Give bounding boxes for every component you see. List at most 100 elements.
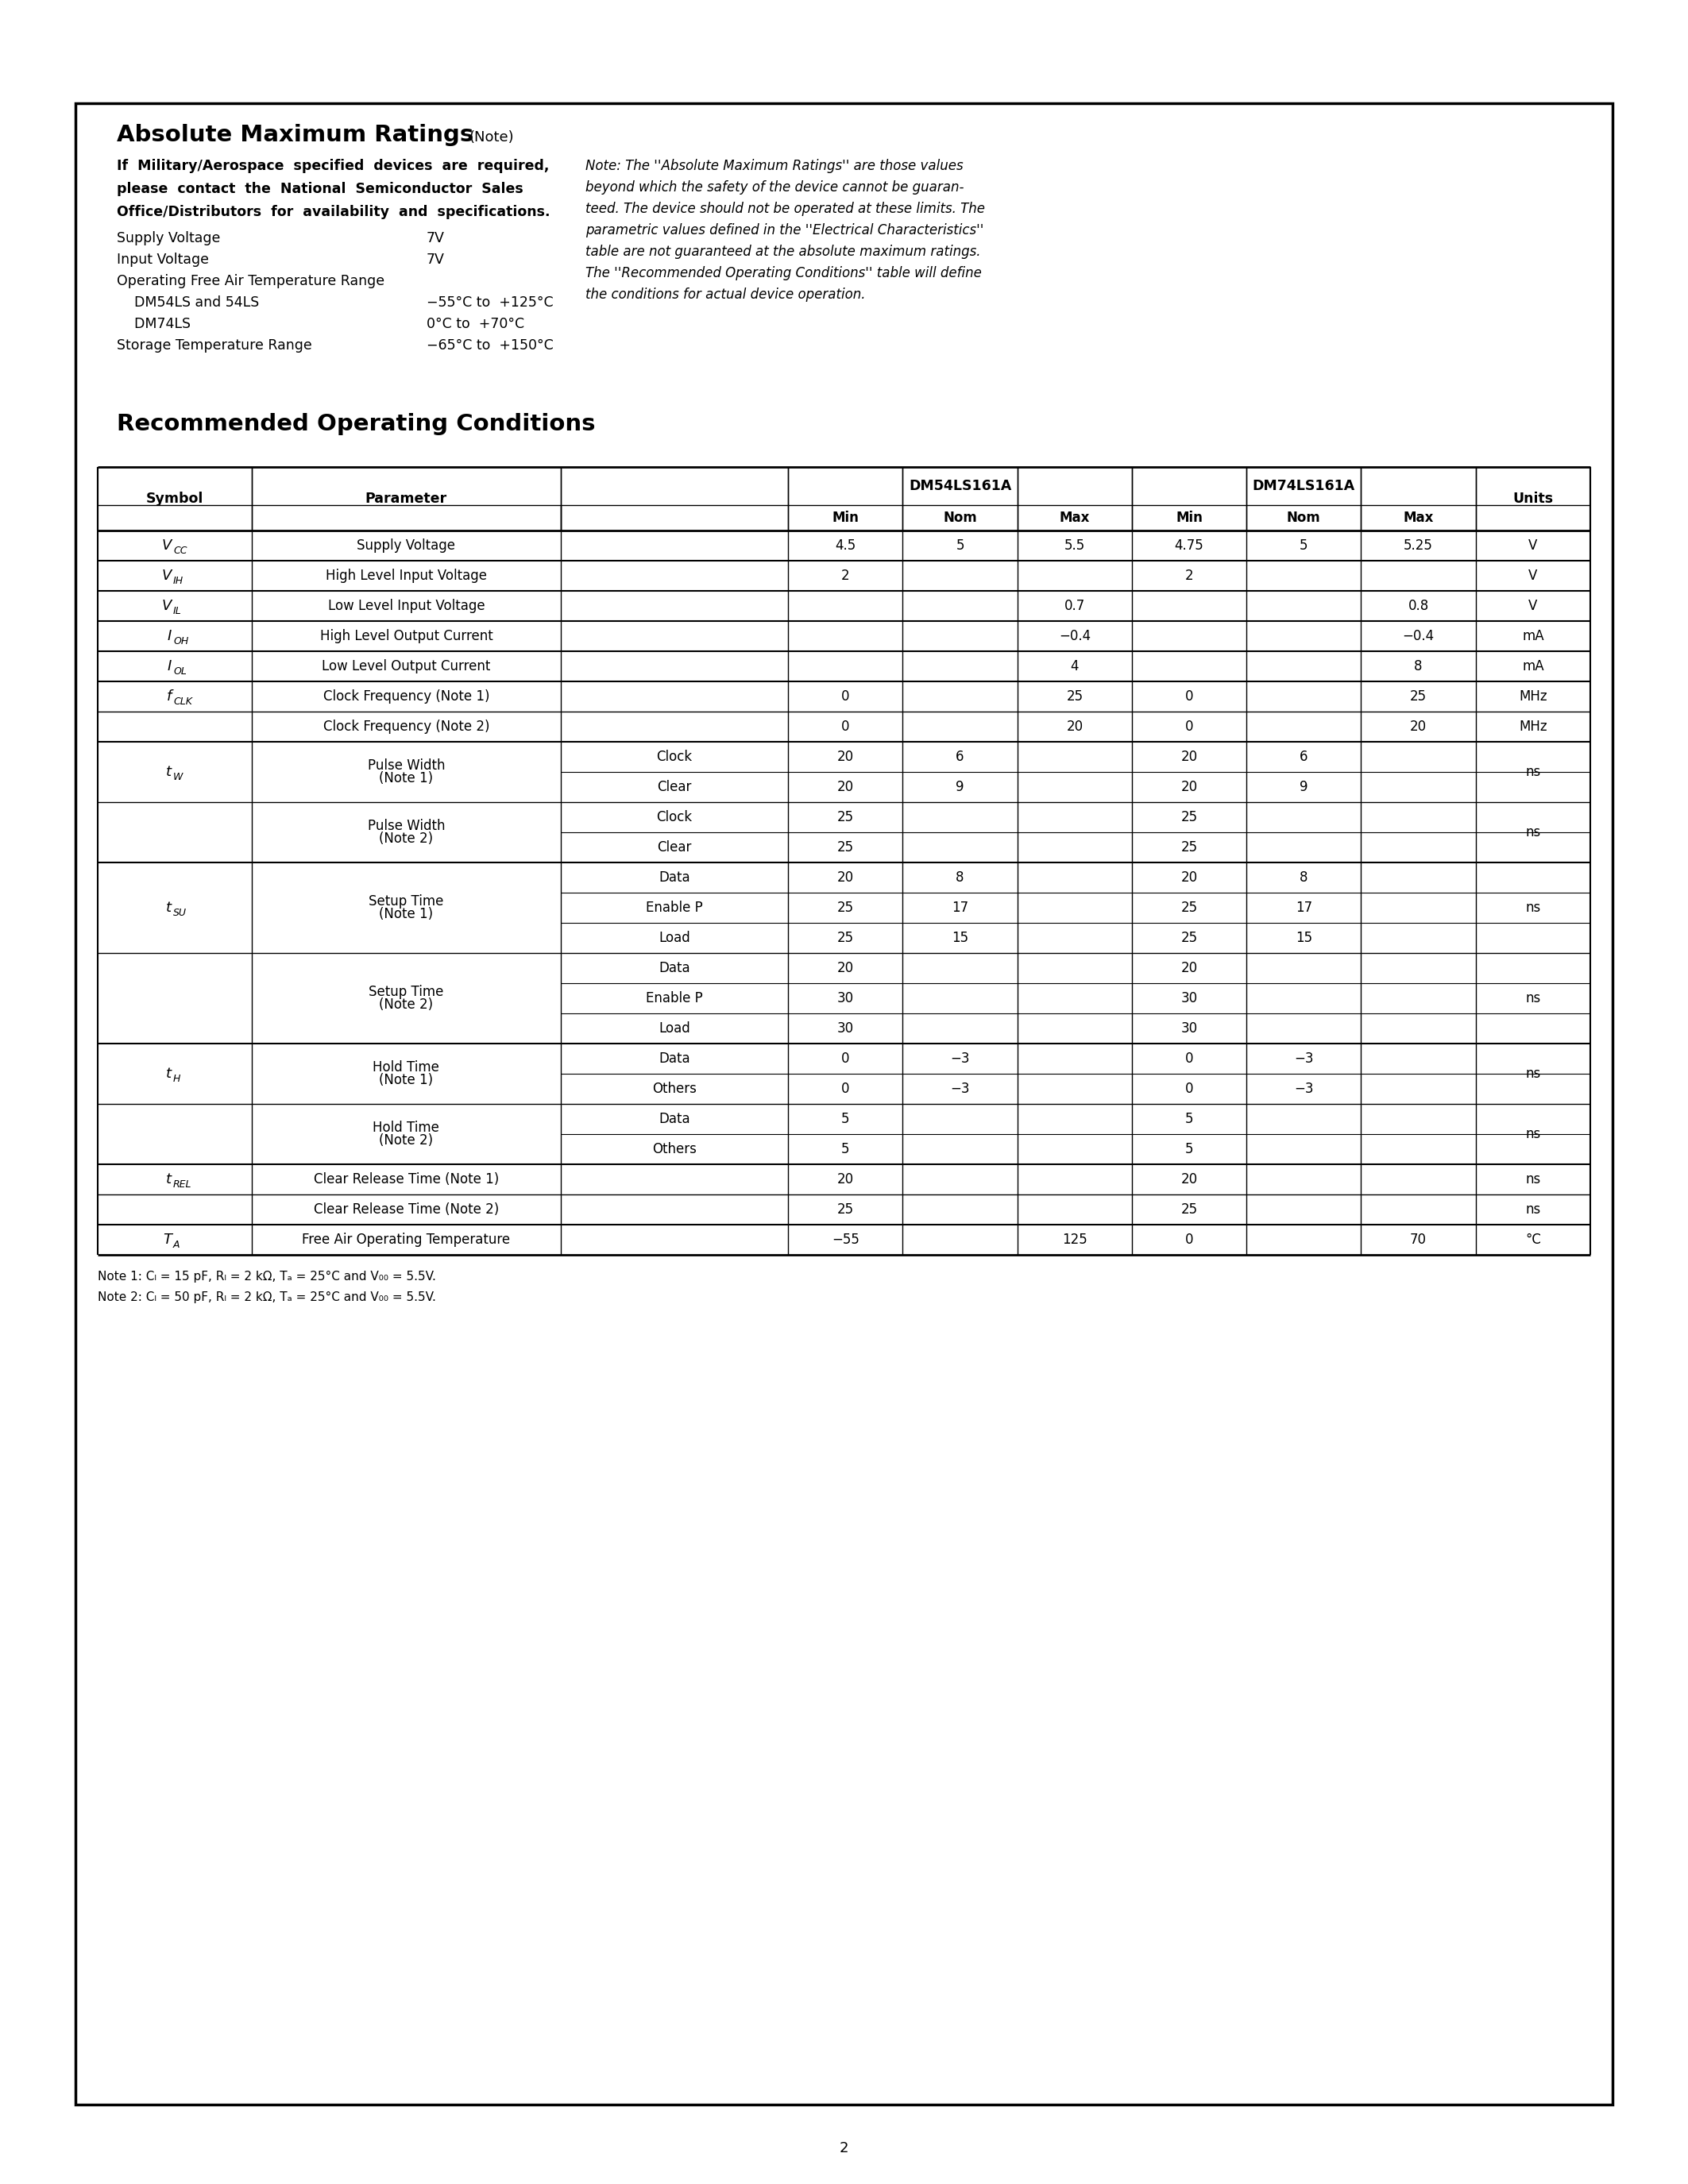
Text: Low Level Input Voltage: Low Level Input Voltage — [327, 598, 484, 614]
Text: table are not guaranteed at the absolute maximum ratings.: table are not guaranteed at the absolute… — [586, 245, 981, 260]
Text: 5: 5 — [955, 539, 964, 553]
Text: V: V — [1528, 539, 1538, 553]
Text: ns: ns — [1526, 1203, 1541, 1216]
Text: V: V — [162, 568, 172, 583]
Text: 25: 25 — [837, 900, 854, 915]
Text: Absolute Maximum Ratings: Absolute Maximum Ratings — [116, 124, 474, 146]
Text: 7V: 7V — [427, 232, 444, 245]
Text: −55°C to  +125°C: −55°C to +125°C — [427, 295, 554, 310]
Text: −3: −3 — [1295, 1051, 1313, 1066]
Text: IL: IL — [174, 605, 182, 616]
Text: Clock: Clock — [657, 749, 692, 764]
Text: mA: mA — [1523, 660, 1545, 673]
Text: 0: 0 — [841, 1081, 849, 1096]
Text: 20: 20 — [837, 749, 854, 764]
Text: Note 2: Cₗ = 50 pF, Rₗ = 2 kΩ, Tₐ = 25°C and V₀₀ = 5.5V.: Note 2: Cₗ = 50 pF, Rₗ = 2 kΩ, Tₐ = 25°C… — [98, 1291, 436, 1304]
Text: 25: 25 — [1182, 900, 1197, 915]
Text: 20: 20 — [1182, 871, 1197, 885]
Text: I: I — [167, 660, 172, 673]
Text: 8: 8 — [1300, 871, 1308, 885]
Text: Office/Distributors  for  availability  and  specifications.: Office/Distributors for availability and… — [116, 205, 550, 218]
Text: 0°C to  +70°C: 0°C to +70°C — [427, 317, 525, 332]
Text: Data: Data — [658, 1112, 690, 1127]
Text: 0: 0 — [841, 690, 849, 703]
Text: 9: 9 — [1300, 780, 1308, 795]
Text: 4: 4 — [1070, 660, 1079, 673]
Text: Load: Load — [658, 930, 690, 946]
Text: Setup Time: Setup Time — [368, 985, 444, 998]
Text: 0: 0 — [841, 719, 849, 734]
Text: t: t — [165, 900, 172, 915]
Text: ns: ns — [1526, 1066, 1541, 1081]
Text: Data: Data — [658, 961, 690, 976]
Text: Hold Time: Hold Time — [373, 1059, 439, 1075]
Text: −3: −3 — [950, 1051, 971, 1066]
Text: Enable P: Enable P — [647, 992, 702, 1005]
Text: Recommended Operating Conditions: Recommended Operating Conditions — [116, 413, 596, 435]
Text: Clear: Clear — [657, 841, 692, 854]
Text: T: T — [164, 1232, 172, 1247]
Text: the conditions for actual device operation.: the conditions for actual device operati… — [586, 288, 866, 301]
Text: V: V — [1528, 598, 1538, 614]
Text: 6: 6 — [1300, 749, 1308, 764]
Text: Hold Time: Hold Time — [373, 1120, 439, 1136]
Text: 0: 0 — [1185, 690, 1193, 703]
Text: A: A — [174, 1238, 181, 1249]
Text: ns: ns — [1526, 1127, 1541, 1142]
Text: 30: 30 — [837, 1022, 854, 1035]
Text: 5: 5 — [841, 1142, 849, 1155]
Text: ns: ns — [1526, 900, 1541, 915]
Text: 20: 20 — [1182, 780, 1197, 795]
Text: parametric values defined in the ''Electrical Characteristics'': parametric values defined in the ''Elect… — [586, 223, 984, 238]
Text: (Note 1): (Note 1) — [380, 1072, 434, 1088]
Text: MHz: MHz — [1519, 719, 1548, 734]
Text: 15: 15 — [1295, 930, 1312, 946]
Text: t: t — [165, 1173, 172, 1186]
Text: Pulse Width: Pulse Width — [368, 758, 446, 773]
Text: t: t — [165, 764, 172, 780]
Text: I: I — [167, 629, 172, 644]
Text: 25: 25 — [1409, 690, 1426, 703]
Text: If  Military/Aerospace  specified  devices  are  required,: If Military/Aerospace specified devices … — [116, 159, 549, 173]
Text: Free Air Operating Temperature: Free Air Operating Temperature — [302, 1232, 510, 1247]
Text: (Note 1): (Note 1) — [380, 771, 434, 786]
Text: 25: 25 — [1182, 930, 1197, 946]
Text: (Note 2): (Note 2) — [380, 832, 434, 845]
Text: Symbol: Symbol — [147, 491, 204, 507]
Text: 9: 9 — [955, 780, 964, 795]
Text: Clock: Clock — [657, 810, 692, 823]
Text: 5.25: 5.25 — [1404, 539, 1433, 553]
Text: 25: 25 — [837, 841, 854, 854]
Text: Supply Voltage: Supply Voltage — [116, 232, 221, 245]
Text: Note: The ''Absolute Maximum Ratings'' are those values: Note: The ''Absolute Maximum Ratings'' a… — [586, 159, 964, 173]
Text: teed. The device should not be operated at these limits. The: teed. The device should not be operated … — [586, 201, 986, 216]
Text: −0.4: −0.4 — [1058, 629, 1090, 644]
Text: Data: Data — [658, 871, 690, 885]
Text: 0: 0 — [1185, 719, 1193, 734]
Text: ns: ns — [1526, 1173, 1541, 1186]
Text: DM74LS161A: DM74LS161A — [1252, 478, 1355, 494]
Text: Min: Min — [1177, 511, 1202, 524]
Text: −3: −3 — [1295, 1081, 1313, 1096]
Text: High Level Output Current: High Level Output Current — [319, 629, 493, 644]
Text: 0: 0 — [1185, 1081, 1193, 1096]
Text: Max: Max — [1403, 511, 1433, 524]
Text: Low Level Output Current: Low Level Output Current — [322, 660, 491, 673]
Text: Min: Min — [832, 511, 859, 524]
Text: Clear Release Time (Note 1): Clear Release Time (Note 1) — [314, 1173, 500, 1186]
Text: (Note): (Note) — [469, 131, 515, 144]
Text: REL: REL — [174, 1179, 192, 1190]
Text: Input Voltage: Input Voltage — [116, 253, 209, 266]
Text: SU: SU — [174, 906, 187, 917]
Text: DM54LS and 54LS: DM54LS and 54LS — [116, 295, 260, 310]
Text: High Level Input Voltage: High Level Input Voltage — [326, 568, 486, 583]
Text: DM54LS161A: DM54LS161A — [908, 478, 1011, 494]
Text: 25: 25 — [837, 930, 854, 946]
Text: 20: 20 — [1067, 719, 1084, 734]
Text: t: t — [165, 1066, 172, 1081]
Text: 20: 20 — [1182, 961, 1197, 976]
Text: Others: Others — [652, 1081, 697, 1096]
Text: 125: 125 — [1062, 1232, 1087, 1247]
Text: 30: 30 — [837, 992, 854, 1005]
Text: 20: 20 — [1409, 719, 1426, 734]
